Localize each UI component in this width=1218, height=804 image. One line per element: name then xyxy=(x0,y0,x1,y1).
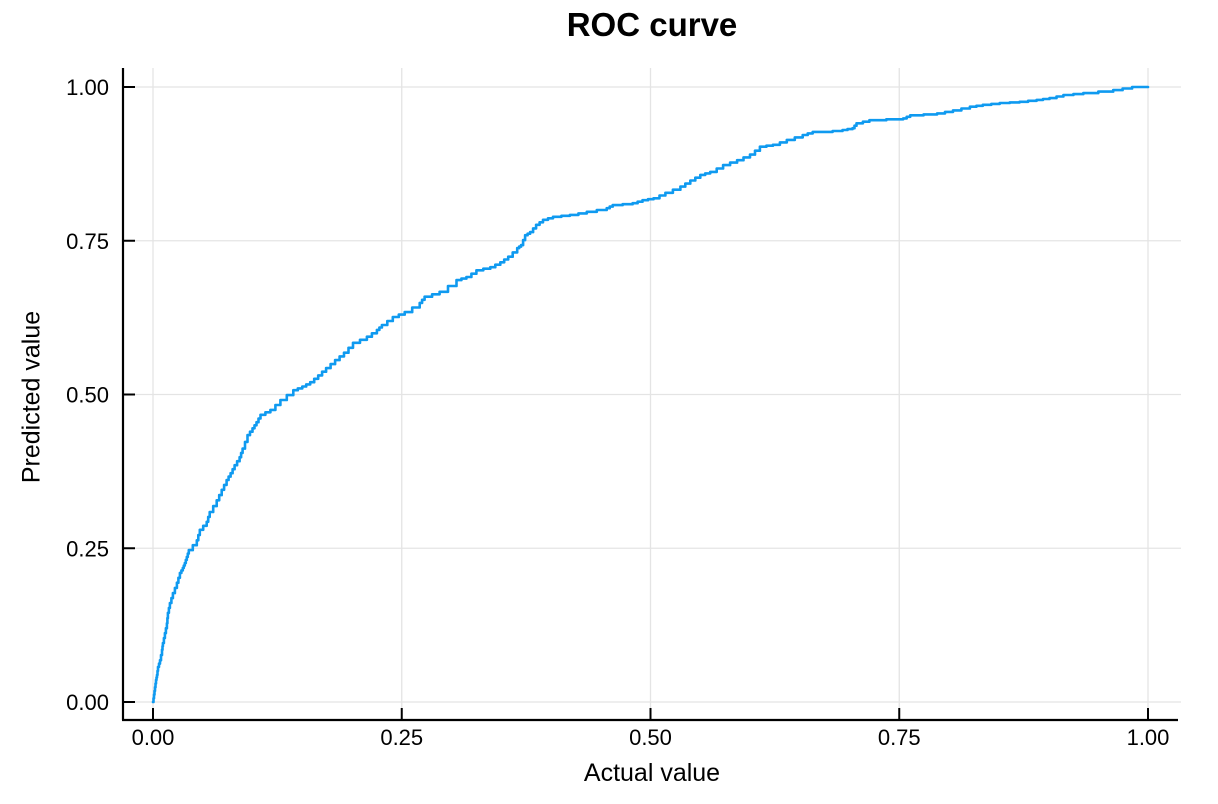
x-tick-label: 1.00 xyxy=(1127,725,1170,750)
y-tick-label: 0.25 xyxy=(66,536,109,561)
y-tick-label: 1.00 xyxy=(66,75,109,100)
y-tick-label: 0.75 xyxy=(66,229,109,254)
x-tick-label: 0.00 xyxy=(132,725,175,750)
chart-title: ROC curve xyxy=(566,6,738,43)
y-tick-label: 0.50 xyxy=(66,383,109,408)
x-tick-label: 0.25 xyxy=(380,725,423,750)
x-axis-label: Actual value xyxy=(583,759,721,787)
roc-curve-line xyxy=(151,85,1150,704)
y-tick-label: 0.00 xyxy=(66,690,109,715)
x-tick-label: 0.50 xyxy=(629,725,672,750)
x-tick-label: 0.75 xyxy=(878,725,921,750)
